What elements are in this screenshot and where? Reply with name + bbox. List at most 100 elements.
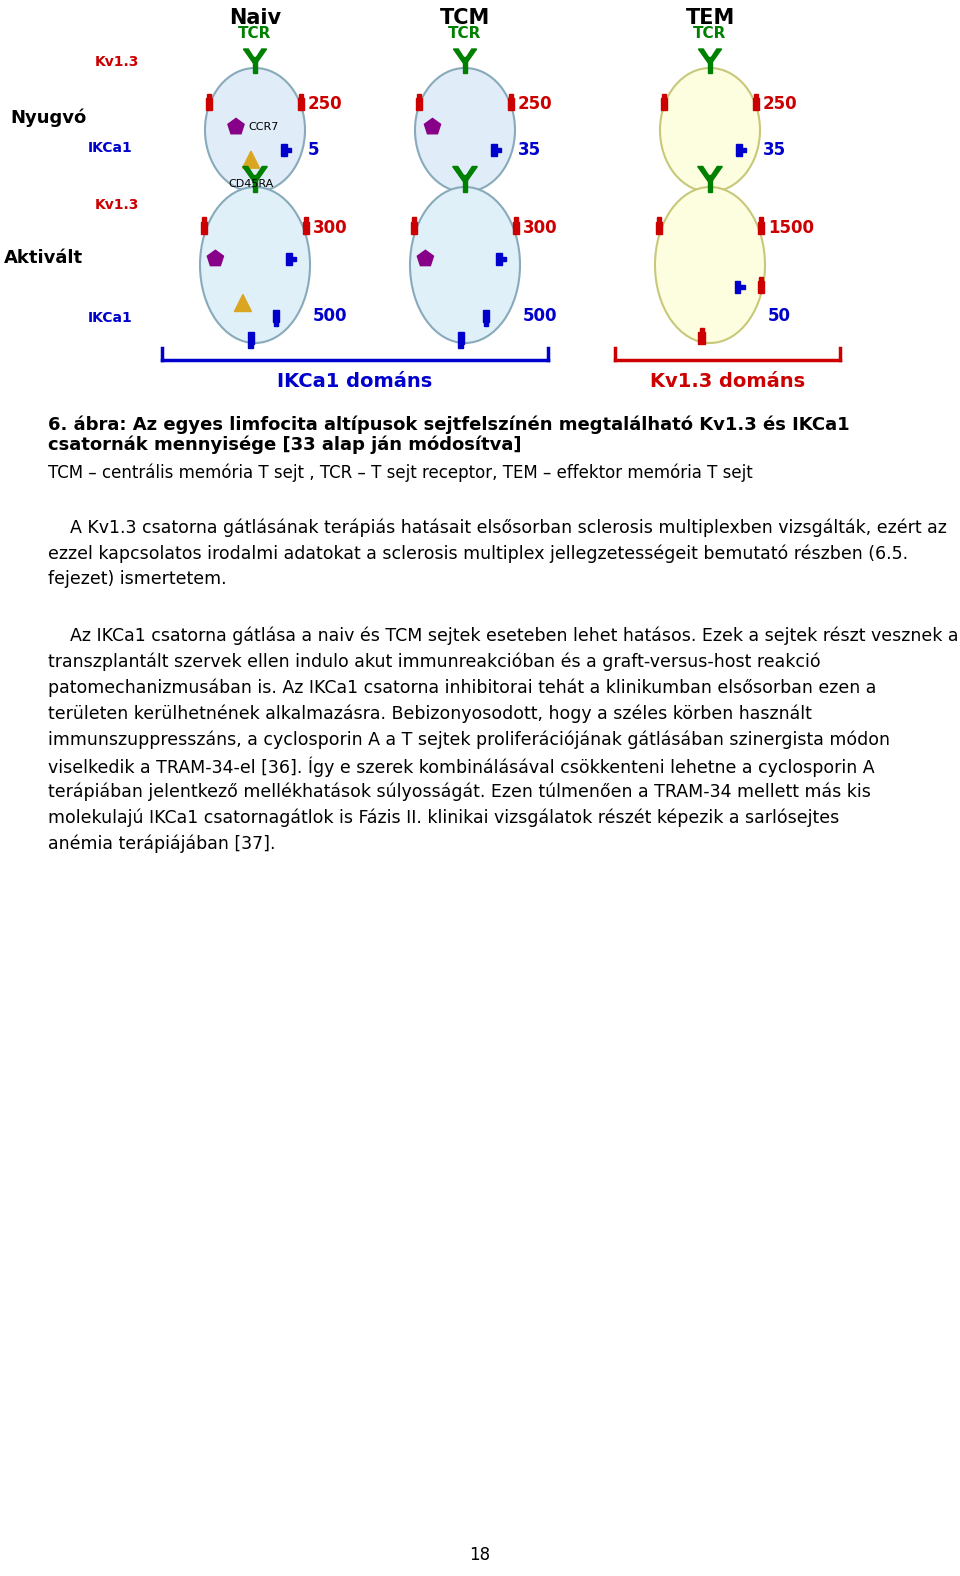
Bar bbox=[734, 281, 740, 293]
Polygon shape bbox=[418, 251, 434, 266]
Bar bbox=[708, 57, 712, 72]
Bar bbox=[753, 98, 759, 110]
Text: TCR: TCR bbox=[448, 25, 482, 41]
Bar bbox=[758, 277, 763, 281]
Text: fejezet) ismertetem.: fejezet) ismertetem. bbox=[48, 571, 227, 588]
Ellipse shape bbox=[410, 188, 520, 344]
Bar bbox=[496, 252, 502, 265]
Ellipse shape bbox=[205, 68, 305, 192]
Text: IKCa1 dománs: IKCa1 dománs bbox=[277, 372, 433, 391]
Text: 5: 5 bbox=[308, 140, 320, 159]
Bar bbox=[758, 217, 763, 222]
Bar bbox=[661, 93, 666, 98]
Polygon shape bbox=[453, 49, 466, 63]
Bar bbox=[742, 148, 746, 151]
Bar bbox=[491, 143, 497, 156]
Text: anémia terápiájában [37].: anémia terápiájában [37]. bbox=[48, 834, 276, 853]
Bar bbox=[736, 143, 742, 156]
Text: 6. ábra: Az egyes limfocita altípusok sejtfelszínén megtalálható Kv1.3 és IKCa1: 6. ábra: Az egyes limfocita altípusok se… bbox=[48, 414, 850, 433]
Text: 250: 250 bbox=[763, 95, 798, 113]
Text: IKCa1: IKCa1 bbox=[88, 310, 132, 325]
Bar bbox=[248, 333, 253, 344]
Bar bbox=[514, 217, 518, 222]
Polygon shape bbox=[243, 167, 256, 181]
Bar bbox=[508, 98, 515, 110]
Text: TCM: TCM bbox=[440, 8, 491, 28]
Ellipse shape bbox=[200, 188, 310, 344]
Bar bbox=[708, 175, 712, 192]
Ellipse shape bbox=[655, 188, 765, 344]
Polygon shape bbox=[254, 167, 267, 181]
Bar bbox=[281, 143, 287, 156]
Text: viselkedik a TRAM-34-el [36]. Így e szerek kombinálásával csökkenteni lehetne a : viselkedik a TRAM-34-el [36]. Így e szer… bbox=[48, 756, 875, 777]
Bar bbox=[206, 93, 211, 98]
Polygon shape bbox=[453, 167, 466, 181]
Bar bbox=[483, 310, 489, 322]
Bar bbox=[304, 217, 308, 222]
Polygon shape bbox=[244, 49, 256, 63]
Text: Naiv: Naiv bbox=[228, 8, 281, 28]
Text: 500: 500 bbox=[523, 307, 558, 325]
Bar bbox=[249, 344, 252, 348]
Bar bbox=[411, 222, 418, 233]
Bar bbox=[273, 310, 278, 322]
Text: Kv1.3 dománs: Kv1.3 dománs bbox=[650, 372, 805, 391]
Bar bbox=[292, 257, 297, 262]
Text: 250: 250 bbox=[308, 95, 343, 113]
Bar bbox=[513, 222, 519, 233]
Bar bbox=[412, 217, 416, 222]
Bar bbox=[201, 222, 207, 233]
Polygon shape bbox=[464, 167, 477, 181]
Text: 300: 300 bbox=[313, 219, 348, 236]
Bar bbox=[757, 222, 764, 233]
Polygon shape bbox=[698, 49, 711, 63]
Text: TEM: TEM bbox=[685, 8, 734, 28]
Text: 500: 500 bbox=[313, 307, 348, 325]
Ellipse shape bbox=[415, 68, 515, 192]
Polygon shape bbox=[708, 167, 722, 181]
Bar bbox=[698, 333, 706, 344]
Bar bbox=[740, 285, 745, 288]
Text: TCM – centrális memória T sejt , TCR – T sejt receptor, TEM – effektor memória T: TCM – centrális memória T sejt , TCR – T… bbox=[48, 463, 753, 482]
Text: terápiában jelentkező mellékhatások súlyosságát. Ezen túlmenően a TRAM-34 mellet: terápiában jelentkező mellékhatások súly… bbox=[48, 782, 871, 801]
Polygon shape bbox=[243, 151, 259, 169]
Text: immunszuppresszáns, a cyclosporin A a T sejtek proliferációjának gátlásában szin: immunszuppresszáns, a cyclosporin A a T … bbox=[48, 730, 890, 749]
Polygon shape bbox=[698, 167, 711, 181]
Polygon shape bbox=[464, 49, 476, 63]
Text: IKCa1: IKCa1 bbox=[88, 140, 132, 154]
Text: patomechanizmusában is. Az IKCa1 csatorna inhibitorai tehát a klinikumban elsőso: patomechanizmusában is. Az IKCa1 csatorn… bbox=[48, 678, 876, 697]
Bar bbox=[459, 344, 463, 348]
Bar bbox=[484, 322, 488, 326]
Polygon shape bbox=[254, 49, 267, 63]
Text: TCR: TCR bbox=[693, 25, 727, 41]
Text: TCR: TCR bbox=[238, 25, 272, 41]
Bar bbox=[205, 98, 212, 110]
Bar bbox=[502, 257, 506, 262]
Bar bbox=[287, 148, 291, 151]
Bar bbox=[416, 98, 422, 110]
Text: 1500: 1500 bbox=[768, 219, 814, 236]
Bar bbox=[700, 328, 704, 333]
Bar bbox=[757, 281, 764, 293]
Text: molekulajú IKCa1 csatornagátlok is Fázis II. klinikai vizsgálatok részét képezik: molekulajú IKCa1 csatornagátlok is Fázis… bbox=[48, 808, 839, 826]
Bar bbox=[302, 222, 309, 233]
Text: A Kv1.3 csatorna gátlásának terápiás hatásait elsősorban sclerosis multiplexben : A Kv1.3 csatorna gátlásának terápiás hat… bbox=[48, 519, 947, 536]
Text: Nyugvó: Nyugvó bbox=[10, 109, 86, 128]
Text: 300: 300 bbox=[523, 219, 558, 236]
Bar bbox=[458, 333, 464, 344]
Bar bbox=[253, 57, 257, 72]
Bar bbox=[252, 175, 257, 192]
Polygon shape bbox=[234, 295, 252, 312]
Text: CCR7: CCR7 bbox=[248, 121, 278, 132]
Bar bbox=[298, 98, 304, 110]
Text: 35: 35 bbox=[763, 140, 786, 159]
Bar bbox=[657, 217, 661, 222]
Polygon shape bbox=[228, 118, 244, 134]
Bar bbox=[754, 93, 758, 98]
Text: ezzel kapcsolatos irodalmi adatokat a sclerosis multiplex jellegzetességeit bemu: ezzel kapcsolatos irodalmi adatokat a sc… bbox=[48, 544, 908, 563]
Bar bbox=[463, 175, 468, 192]
Bar bbox=[299, 93, 303, 98]
Bar bbox=[497, 148, 501, 151]
Bar bbox=[202, 217, 206, 222]
Polygon shape bbox=[207, 251, 224, 266]
